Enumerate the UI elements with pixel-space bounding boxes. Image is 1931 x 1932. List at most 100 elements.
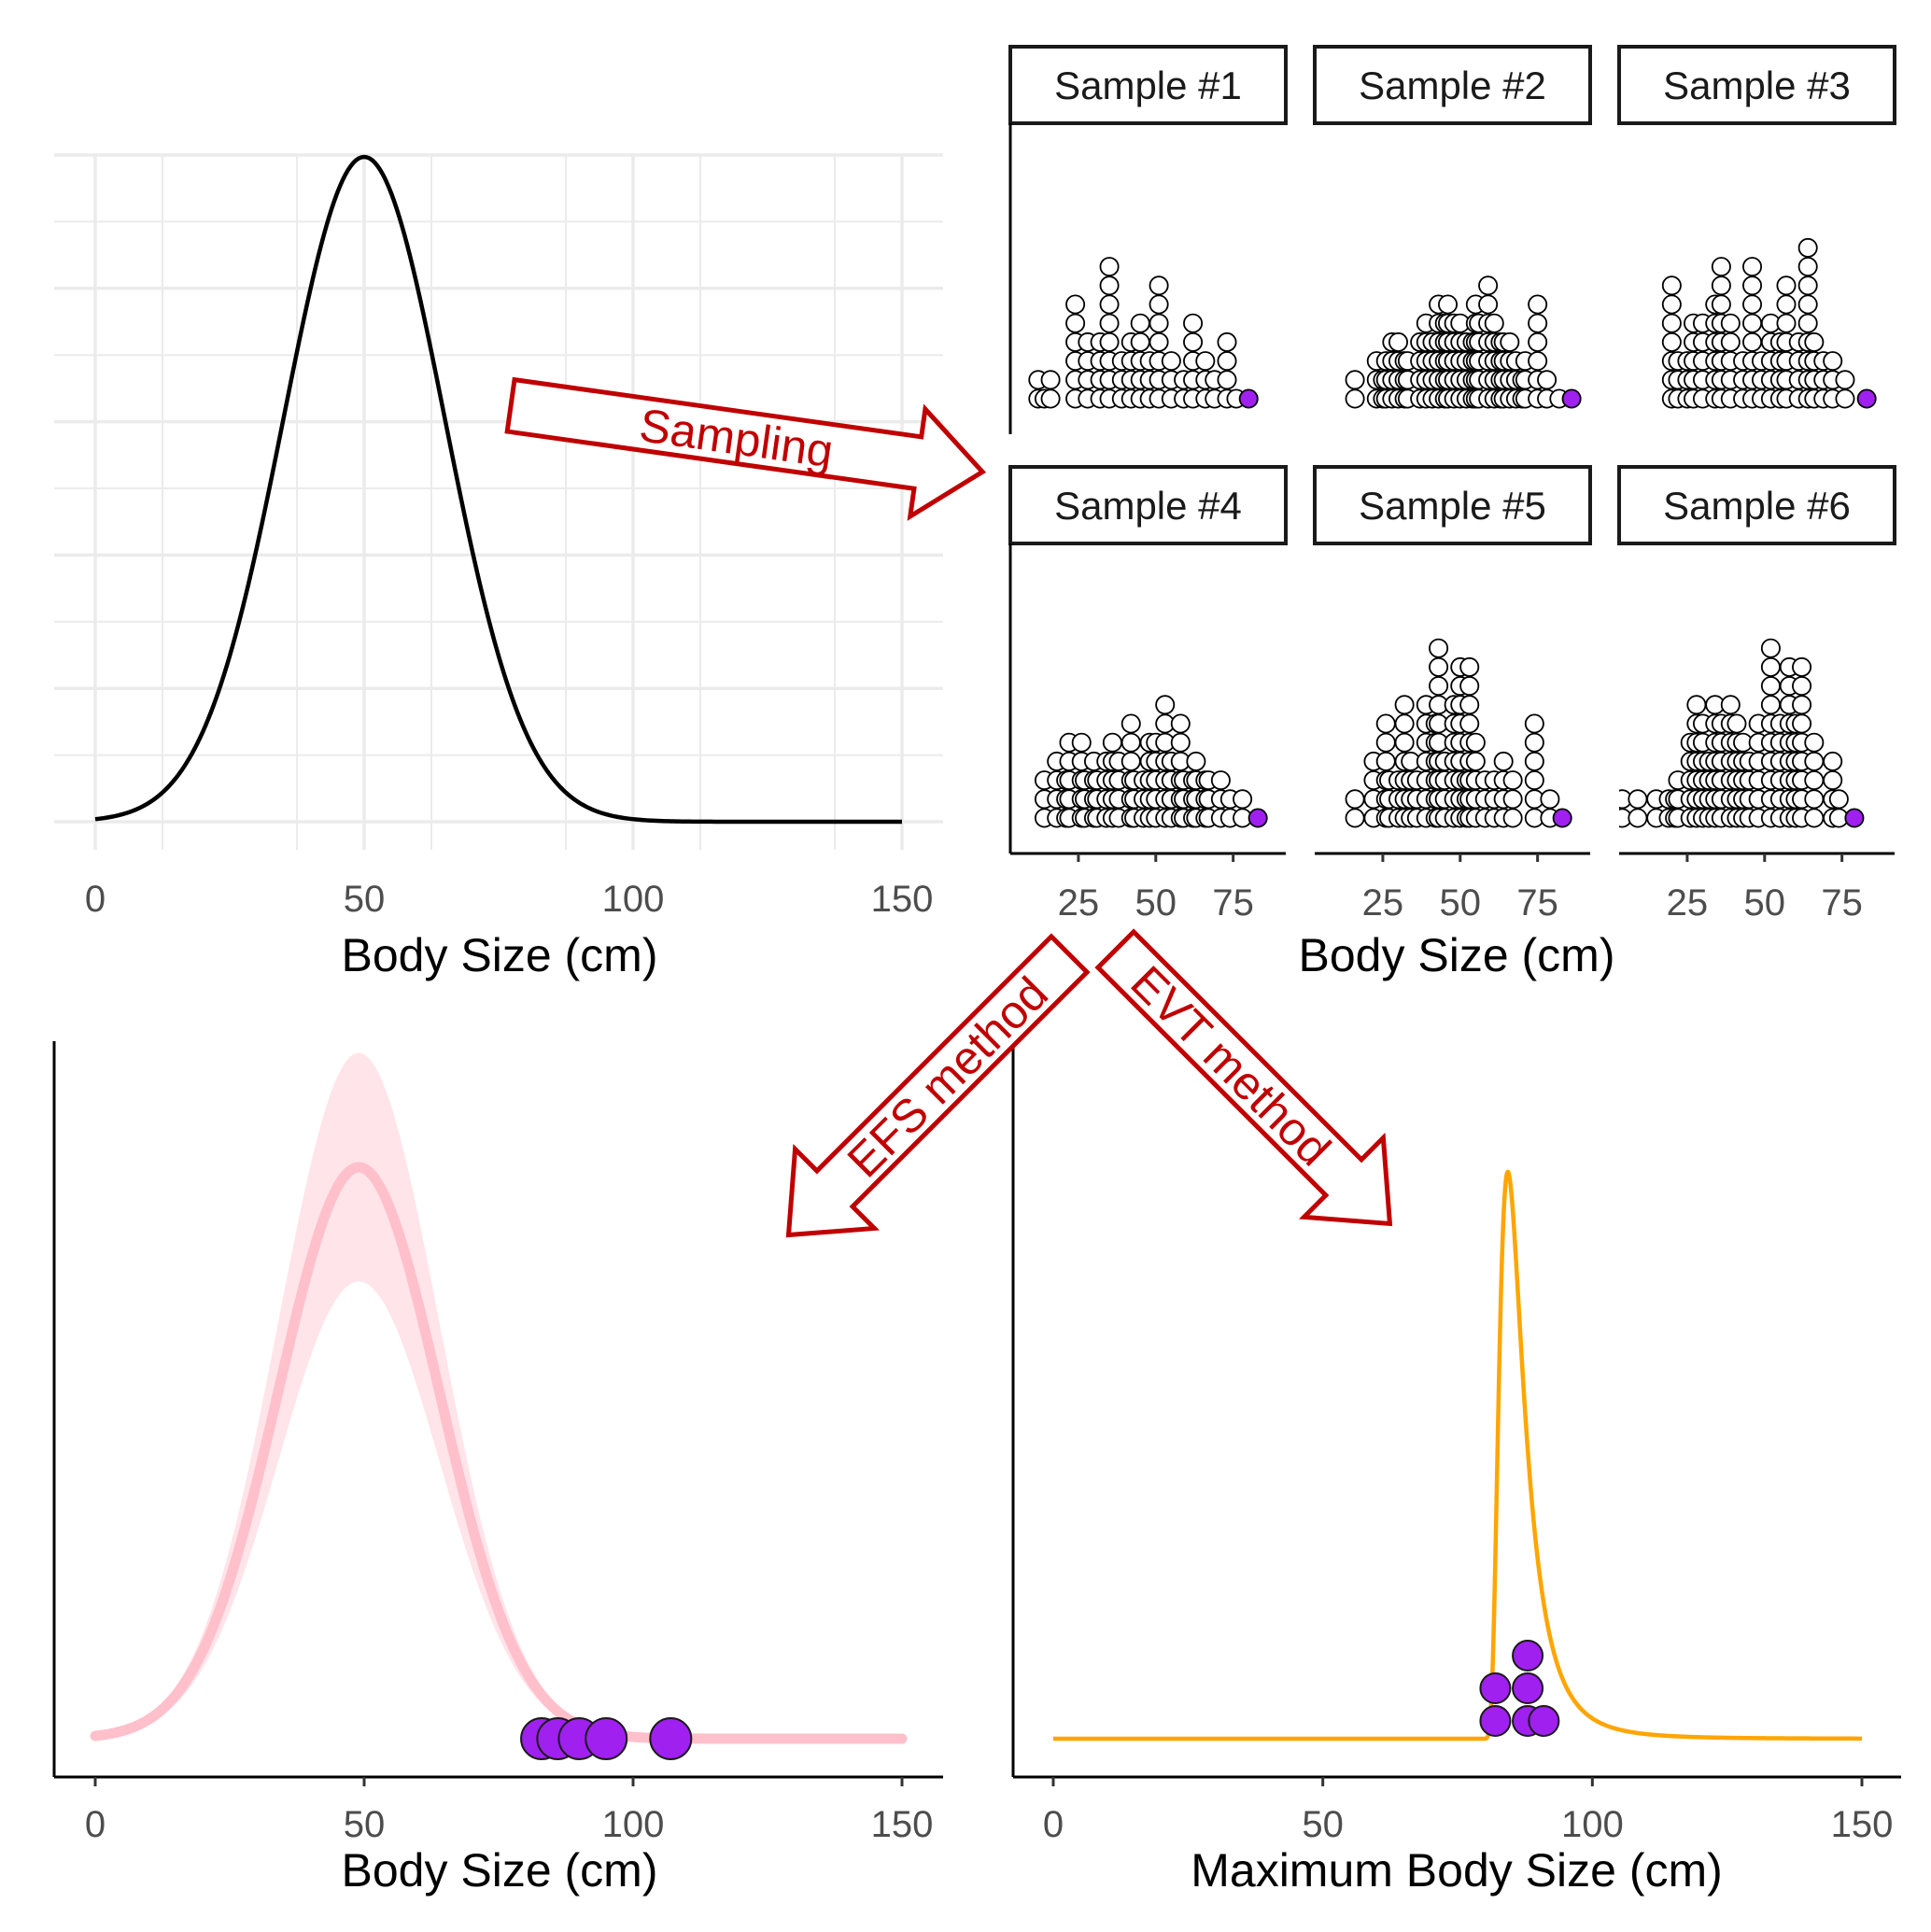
- sample-point: [1661, 331, 1682, 352]
- sample-point: [1465, 732, 1486, 753]
- sample-point: [1459, 656, 1480, 677]
- sample-point: [1711, 275, 1731, 296]
- sample-point: [1760, 695, 1781, 715]
- sample-point: [1792, 695, 1812, 715]
- sample-6-tick-label-50: 50: [1744, 882, 1786, 924]
- sample-point: [1121, 751, 1141, 771]
- efs-tick-label-100: 100: [602, 1804, 665, 1845]
- sample-point: [1149, 275, 1169, 296]
- sample-point: [1161, 351, 1181, 372]
- facet-strip: [1617, 465, 1896, 545]
- sample-point: [1742, 313, 1763, 333]
- evt-tick-label-100: 100: [1561, 1804, 1624, 1845]
- sample-point: [1528, 294, 1548, 315]
- efs-maximum-point: [585, 1717, 628, 1760]
- facet-strip: [1008, 465, 1288, 545]
- efs-panel: 0 50 100 150 Body Size (cm): [52, 1041, 943, 1897]
- sample-point: [1720, 331, 1741, 352]
- facet-strip-label: Sample #3: [1663, 63, 1851, 107]
- evt-x-axis: 0 50 100 150: [1043, 1777, 1893, 1845]
- facet-dots: [1034, 695, 1268, 828]
- facet-dots: [1619, 638, 1865, 828]
- sample-point: [1065, 294, 1086, 315]
- sample-point: [1394, 713, 1415, 734]
- population-x-axis-title: Body Size (cm): [342, 929, 658, 981]
- sample-point: [1797, 257, 1818, 277]
- sample-point: [1345, 808, 1365, 828]
- sample-point: [1195, 351, 1216, 372]
- sample-point: [1071, 732, 1092, 753]
- sample-point: [1438, 294, 1459, 315]
- sample-point: [1183, 313, 1204, 333]
- samples-panel: Sample #1 Sample #2 Sample #3 Sample #4 25 50…: [1008, 45, 1896, 981]
- sample-point: [1217, 331, 1237, 352]
- sample-point: [1345, 789, 1365, 810]
- sample-point: [1528, 331, 1548, 352]
- sample-point: [1661, 294, 1682, 315]
- facet-strip: [1008, 45, 1288, 125]
- sample-point: [1792, 656, 1812, 677]
- sample-point: [1099, 331, 1120, 352]
- sample-point: [1149, 313, 1169, 333]
- sample-point: [1099, 257, 1120, 277]
- sample-facet-2: Sample #2: [1313, 45, 1592, 409]
- evt-density-curve: [1053, 1169, 1862, 1742]
- sample-point: [1792, 676, 1812, 697]
- facet-dots: [1345, 638, 1572, 828]
- sample-point: [1459, 713, 1480, 734]
- efs-fitted-curve: [90, 1162, 908, 1744]
- sample-point: [1493, 751, 1514, 771]
- sample-point: [1711, 294, 1731, 315]
- sample-point: [1524, 751, 1544, 771]
- sample-point: [1121, 713, 1141, 734]
- sampling-arrow-shape: [504, 376, 987, 521]
- sample-point: [1459, 676, 1480, 697]
- sample-6-tick-label-75: 75: [1821, 882, 1863, 924]
- sample-point: [1375, 732, 1396, 753]
- sample-point: [1628, 789, 1648, 810]
- population-tick-label-150: 150: [871, 879, 934, 920]
- sample-point: [1776, 313, 1797, 333]
- sample-point: [1804, 789, 1825, 810]
- sample-point: [1429, 676, 1449, 697]
- facet-x-axis: 25 50 75: [1058, 853, 1254, 924]
- samples-x-axis-title: Body Size (cm): [1299, 929, 1615, 981]
- sample-point: [1537, 370, 1557, 390]
- sample-point: [1102, 732, 1122, 753]
- sample-point: [1484, 313, 1504, 333]
- sample-point: [1130, 331, 1150, 352]
- sample-4-tick-label-75: 75: [1212, 882, 1254, 924]
- sample-point: [1345, 370, 1365, 390]
- sample-point: [1388, 331, 1408, 352]
- evt-arrow-shape: [1094, 928, 1393, 1227]
- efs-arrow: EFS method: [785, 933, 1091, 1238]
- efs-maximum-point: [649, 1717, 693, 1760]
- sample-point: [1828, 789, 1849, 810]
- sample-4-tick-label-25: 25: [1058, 882, 1100, 924]
- evt-maximum-point: [1479, 1672, 1512, 1704]
- sample-point: [1720, 313, 1741, 333]
- sample-point: [1099, 294, 1120, 315]
- evt-maximum-point: [1528, 1705, 1560, 1737]
- facet-strip: [1313, 45, 1592, 125]
- sample-point: [1686, 695, 1707, 715]
- sample-point: [1742, 331, 1763, 352]
- evt-maximum-point: [1512, 1640, 1544, 1671]
- efs-sample-maxima: [520, 1717, 693, 1760]
- sample-facets: Sample #1 Sample #2 Sample #3 Sample #4 25 50…: [1008, 45, 1896, 924]
- sample-point: [1797, 313, 1818, 333]
- sample-5-tick-label-50: 50: [1440, 882, 1482, 924]
- sample-point: [1823, 770, 1843, 791]
- facet-x-axis: 25 50 75: [1362, 853, 1558, 924]
- sample-maximum-point: [1238, 388, 1259, 409]
- facet-strip-label: Sample #1: [1054, 63, 1242, 107]
- sampling-arrow: Sampling: [504, 376, 987, 521]
- sample-point: [1502, 789, 1523, 810]
- evt-tick-label-0: 0: [1043, 1804, 1064, 1845]
- sample-point: [1500, 331, 1520, 352]
- facet-dots: [1345, 275, 1582, 409]
- sample-point: [1099, 275, 1120, 296]
- sample-point: [1776, 294, 1797, 315]
- sample-point: [1040, 388, 1061, 409]
